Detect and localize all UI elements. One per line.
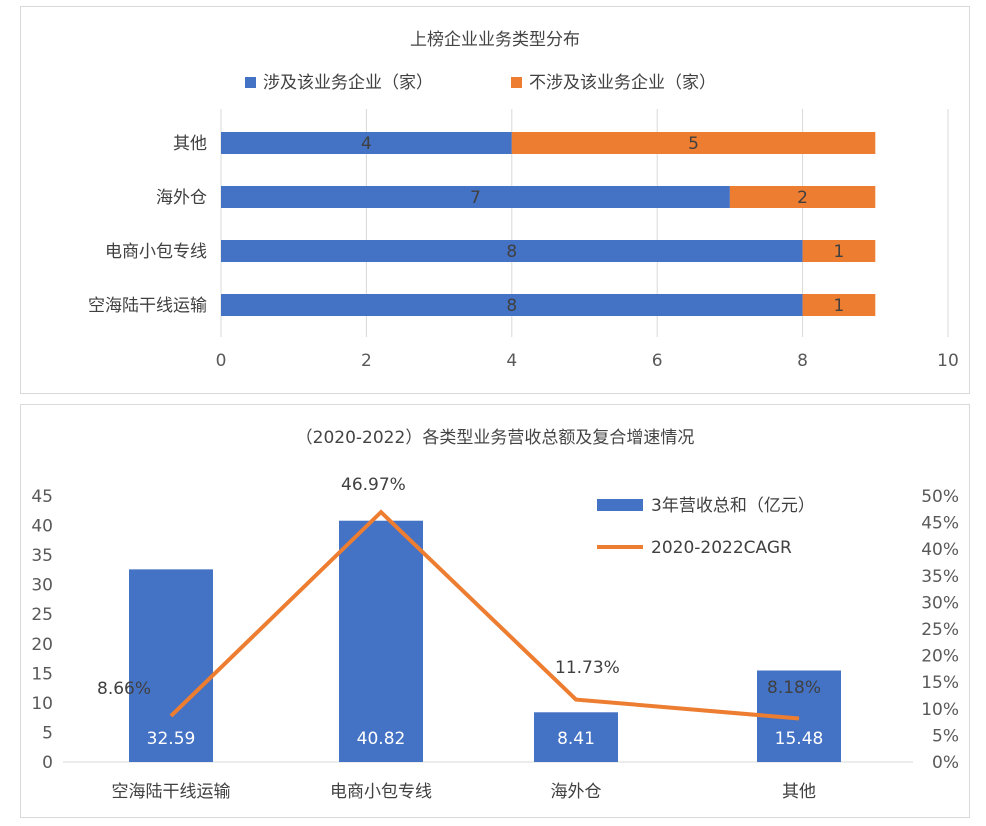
category-label: 电商小包专线 [330, 782, 432, 802]
y-right-tick-label: 50% [921, 487, 959, 507]
y-left-tick-label: 0 [42, 753, 53, 773]
category-label: 电商小包专线 [105, 242, 207, 262]
y-right-tick-label: 10% [921, 700, 959, 720]
bar-value-label: 7 [470, 188, 481, 208]
y-left-tick-label: 35 [31, 546, 53, 566]
legend-swatch-2 [511, 77, 522, 88]
revenue-bar-label: 32.59 [147, 729, 196, 749]
y-right-tick-label: 5% [932, 726, 959, 746]
revenue-bar-label: 15.48 [775, 729, 824, 749]
revenue-bar-label: 40.82 [357, 729, 406, 749]
x-tick-label: 0 [216, 351, 227, 371]
x-tick-label: 4 [506, 351, 517, 371]
bar-value-label: 5 [688, 134, 699, 154]
revenue-bar [534, 712, 618, 762]
legend-swatch-1 [245, 77, 256, 88]
bar-value-label: 1 [834, 242, 845, 262]
category-label: 海外仓 [156, 188, 207, 208]
category-label: 其他 [782, 782, 816, 802]
bar-segment-2 [802, 294, 876, 316]
y-left-tick-label: 5 [42, 723, 53, 743]
y-left-tick-label: 15 [31, 664, 53, 684]
bar-segment-1 [221, 294, 803, 316]
category-label: 空海陆干线运输 [88, 296, 207, 316]
x-tick-label: 2 [361, 351, 372, 371]
bar-segment-2 [802, 240, 876, 262]
y-right-tick-label: 40% [921, 540, 959, 560]
bar-value-label: 8 [506, 242, 517, 262]
y-right-tick-label: 0% [932, 753, 959, 773]
y-left-tick-label: 10 [31, 694, 53, 714]
bar-value-label: 1 [834, 296, 845, 316]
y-left-tick-label: 45 [31, 487, 53, 507]
x-tick-label: 10 [937, 351, 959, 371]
category-label: 空海陆干线运输 [112, 782, 231, 802]
chart-title: 上榜企业业务类型分布 [410, 30, 580, 50]
cagr-line [169, 509, 800, 721]
y-right-tick-label: 15% [921, 673, 959, 693]
y-left-tick-label: 40 [31, 517, 53, 537]
bar-segment-1 [221, 240, 803, 262]
cagr-point-label: 8.18% [767, 678, 821, 698]
bar-segment-2 [729, 186, 876, 208]
cagr-point-label: 8.66% [97, 679, 151, 699]
cagr-point-label: 46.97% [341, 475, 406, 495]
bar-segment-2 [511, 132, 876, 154]
x-tick-label: 6 [652, 351, 663, 371]
bar-value-label: 8 [506, 296, 517, 316]
y-right-tick-label: 45% [921, 514, 959, 534]
bar-segment-1 [221, 132, 512, 154]
cagr-point-label: 11.73% [555, 658, 620, 678]
y-left-tick-label: 20 [31, 635, 53, 655]
y-left-tick-label: 25 [31, 605, 53, 625]
revenue-bar [129, 569, 213, 762]
chart-panel-business-distribution: 上榜企业业务类型分布涉及该业务企业（家） 不涉及该业务企业（家） 0 2 4 6 8 10 其他… [20, 6, 970, 394]
category-label: 其他 [173, 134, 207, 154]
y-right-tick-label: 35% [921, 567, 959, 587]
legend-label-bar: 3年营收总和（亿元） [651, 496, 815, 516]
y-right-tick-label: 20% [921, 647, 959, 667]
legend-label-2: 不涉及该业务企业（家） [529, 73, 716, 93]
combo-bar-line-chart: （2020-2022）各类型业务营收总额及复合增速情况 0 5 10 15 20 25 30 3… [31, 428, 959, 802]
y-right-tick-label: 25% [921, 620, 959, 640]
x-tick-label: 8 [797, 351, 808, 371]
y-left-tick-label: 30 [31, 576, 53, 596]
legend-swatch-bar [597, 499, 643, 511]
legend-label-line: 2020-2022CAGR [651, 538, 792, 558]
category-label: 海外仓 [551, 782, 602, 802]
chart-title: （2020-2022）各类型业务营收总额及复合增速情况 [296, 428, 695, 448]
y-right-tick-label: 30% [921, 593, 959, 613]
legend-label-1: 涉及该业务企业（家） [263, 73, 433, 93]
chart-panel-revenue-cagr: （2020-2022）各类型业务营收总额及复合增速情况 0 5 10 15 20 25 30 3… [20, 404, 970, 818]
bar-value-label: 4 [361, 134, 372, 154]
bar-value-label: 2 [797, 188, 808, 208]
bar-segment-1 [221, 186, 730, 208]
revenue-bar [339, 520, 423, 762]
revenue-bar-label: 8.41 [557, 729, 595, 749]
